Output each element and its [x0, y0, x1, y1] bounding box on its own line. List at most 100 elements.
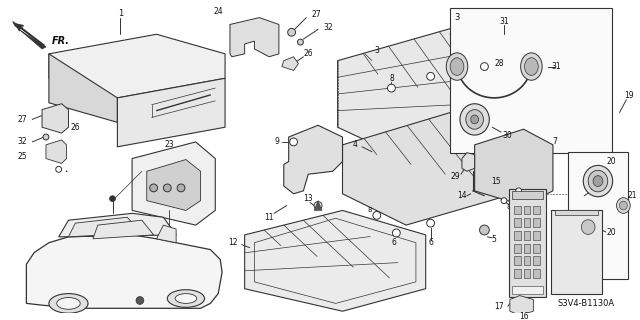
Polygon shape [244, 211, 426, 311]
Text: 10: 10 [527, 190, 536, 196]
Bar [514, 231, 520, 240]
Circle shape [392, 229, 400, 237]
Polygon shape [13, 21, 46, 49]
Polygon shape [59, 213, 176, 237]
Circle shape [109, 196, 115, 202]
Bar [524, 205, 531, 214]
Polygon shape [132, 142, 215, 225]
Circle shape [479, 225, 490, 235]
Text: 31: 31 [551, 62, 561, 71]
Circle shape [388, 84, 396, 92]
Ellipse shape [593, 176, 603, 187]
Text: 30: 30 [502, 131, 512, 140]
Text: 3: 3 [374, 46, 380, 55]
Text: 27: 27 [18, 115, 28, 124]
Text: 8: 8 [389, 74, 394, 83]
Polygon shape [117, 78, 225, 147]
Circle shape [501, 198, 507, 204]
Circle shape [516, 188, 522, 194]
Bar [512, 191, 543, 199]
Text: 12: 12 [228, 238, 237, 247]
Circle shape [136, 297, 144, 304]
Bar [514, 218, 520, 227]
Text: 20: 20 [607, 228, 616, 237]
Bar [514, 256, 520, 265]
Polygon shape [46, 140, 67, 164]
Text: 6: 6 [392, 238, 397, 247]
Text: 8: 8 [507, 204, 511, 211]
Bar [524, 244, 531, 252]
Ellipse shape [588, 170, 608, 192]
Circle shape [427, 219, 435, 227]
Text: 28: 28 [494, 59, 504, 68]
Circle shape [177, 184, 185, 192]
Bar [533, 256, 540, 265]
Ellipse shape [520, 53, 542, 80]
Ellipse shape [577, 215, 599, 239]
Text: 5: 5 [492, 235, 497, 244]
Text: 26: 26 [70, 123, 80, 132]
Bar [533, 231, 540, 240]
Bar [533, 269, 540, 278]
Bar [509, 189, 546, 297]
Ellipse shape [581, 220, 595, 235]
Circle shape [288, 28, 296, 36]
Bar [524, 269, 531, 278]
Text: 22: 22 [556, 255, 566, 264]
Polygon shape [93, 220, 154, 239]
Polygon shape [26, 235, 222, 308]
Ellipse shape [471, 115, 479, 124]
Ellipse shape [525, 58, 538, 76]
Text: 16: 16 [519, 312, 529, 320]
Text: 8: 8 [367, 207, 372, 213]
Polygon shape [68, 217, 142, 237]
Text: 17: 17 [494, 302, 504, 311]
Ellipse shape [616, 198, 630, 213]
Text: 21: 21 [627, 191, 637, 200]
Polygon shape [462, 153, 475, 171]
Text: 19: 19 [625, 92, 634, 100]
Circle shape [163, 184, 172, 192]
Text: 29: 29 [451, 172, 460, 181]
Polygon shape [157, 225, 176, 243]
Polygon shape [510, 296, 533, 315]
Circle shape [290, 138, 298, 146]
Bar [524, 256, 531, 265]
Ellipse shape [175, 294, 196, 303]
Ellipse shape [49, 294, 88, 313]
Text: 9: 9 [275, 137, 280, 147]
Text: 15: 15 [492, 177, 501, 186]
Circle shape [43, 134, 49, 140]
Circle shape [427, 72, 435, 80]
Ellipse shape [583, 165, 612, 197]
Ellipse shape [466, 110, 483, 129]
Bar [551, 211, 602, 294]
Polygon shape [147, 160, 200, 211]
Polygon shape [475, 129, 553, 205]
Bar [524, 231, 531, 240]
Circle shape [150, 184, 157, 192]
Text: 18: 18 [589, 183, 599, 192]
Text: 26: 26 [303, 49, 313, 58]
Text: 32: 32 [323, 23, 333, 32]
Text: 14: 14 [457, 191, 467, 200]
Text: 20: 20 [607, 157, 616, 166]
Text: FR.: FR. [52, 36, 70, 46]
Bar [450, 8, 612, 153]
Text: 7: 7 [552, 137, 557, 147]
Text: 13: 13 [303, 194, 313, 203]
Polygon shape [42, 104, 68, 133]
Polygon shape [342, 113, 514, 225]
Bar [524, 218, 531, 227]
Circle shape [298, 39, 303, 45]
Circle shape [481, 63, 488, 70]
Text: 27: 27 [311, 10, 321, 19]
Text: 24: 24 [213, 7, 223, 16]
Circle shape [314, 202, 322, 210]
Bar [533, 218, 540, 227]
Text: 25: 25 [18, 152, 28, 161]
Bar [514, 244, 520, 252]
Ellipse shape [167, 290, 205, 307]
Polygon shape [49, 54, 117, 122]
Text: 2: 2 [536, 226, 541, 235]
